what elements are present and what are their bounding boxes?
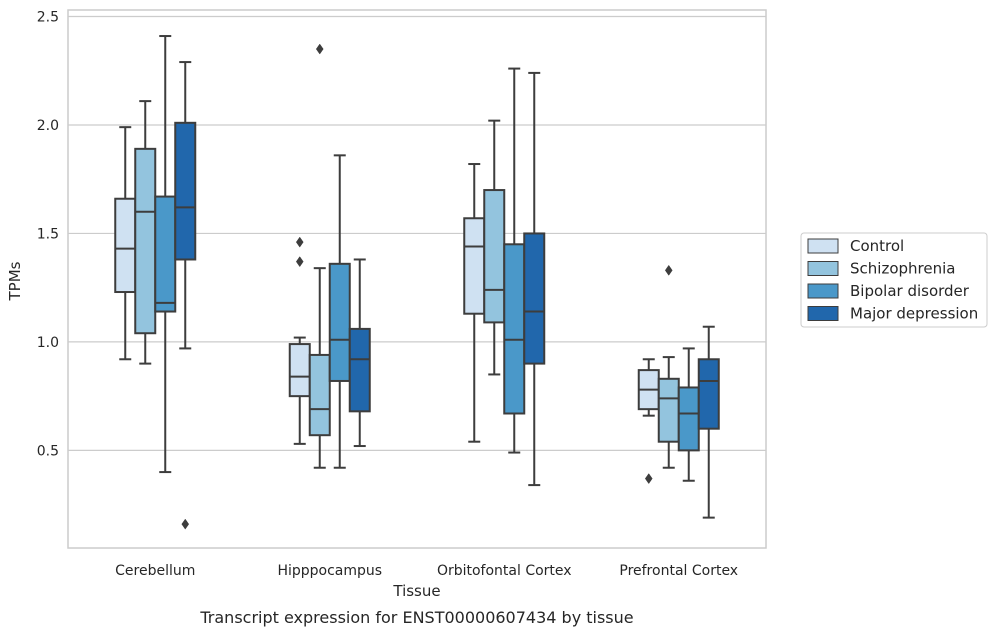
- box-body: [677, 386, 700, 452]
- box-body: [134, 147, 157, 335]
- legend-item: Control: [807, 237, 904, 255]
- x-tick-label: Hipppocampus: [277, 563, 382, 579]
- y-tick-label: 0.5: [37, 443, 59, 459]
- outlier-point: [664, 264, 673, 276]
- box: [503, 67, 526, 454]
- box-body: [523, 232, 546, 365]
- box: [348, 258, 371, 448]
- outlier-point: [315, 43, 324, 55]
- legend-swatch: [807, 283, 839, 299]
- box-body: [114, 197, 137, 294]
- box: [523, 71, 546, 487]
- series-control: [114, 126, 660, 485]
- box-body: [288, 343, 311, 398]
- box: [154, 35, 177, 474]
- legend-item: Bipolar disorder: [807, 282, 970, 300]
- box-body: [154, 195, 177, 313]
- box-body: [503, 243, 526, 415]
- x-axis-ticks: Cerebellum Hipppocampus Orbitofontal Corte…: [115, 563, 738, 579]
- box: [328, 154, 351, 469]
- box-body: [697, 358, 720, 430]
- box-body: [483, 189, 506, 324]
- box-body: [657, 377, 680, 443]
- box-body: [463, 217, 486, 315]
- box: [134, 100, 157, 365]
- y-tick-label: 1.0: [37, 335, 59, 351]
- box: [174, 61, 197, 530]
- box: [288, 236, 311, 445]
- legend-swatch: [807, 261, 839, 276]
- box-body: [328, 262, 351, 382]
- legend-swatch: [807, 306, 839, 321]
- x-tick-label: Cerebellum: [115, 563, 195, 579]
- box: [308, 43, 331, 469]
- y-axis-title: TPMs: [6, 261, 24, 301]
- box: [657, 264, 680, 469]
- box: [637, 358, 660, 485]
- outlier-point: [295, 256, 304, 268]
- legend-frame: [800, 232, 988, 328]
- x-axis-title: Tissue: [392, 582, 440, 600]
- box-body: [348, 327, 371, 413]
- y-tick-label: 1.5: [37, 226, 59, 242]
- legend-item: Schizophrenia: [807, 260, 955, 278]
- y-tick-label: 2.0: [37, 118, 59, 134]
- series-bipolar-disorder: [154, 35, 700, 482]
- box-series-layer: [114, 35, 720, 530]
- box: [114, 126, 137, 361]
- series-schizophrenia: [134, 43, 680, 469]
- outlier-point: [295, 236, 304, 248]
- legend: Control Schizophrenia Bipolar disorder Majo…: [800, 232, 988, 328]
- plot-area-frame: [67, 9, 767, 549]
- box: [483, 119, 506, 376]
- box: [697, 325, 720, 519]
- outlier-point: [644, 473, 653, 485]
- legend-item: Major depression: [807, 305, 978, 323]
- legend-label: Bipolar disorder: [850, 282, 970, 300]
- legend-label: Schizophrenia: [850, 260, 955, 278]
- outlier-point: [181, 518, 190, 530]
- x-tick-label: Orbitofontal Cortex: [437, 563, 572, 579]
- box: [677, 347, 700, 482]
- chart-caption: Transcript expression for ENST0000060743…: [199, 608, 633, 627]
- y-axis-ticks: 0.5 1.0 1.5 2.0 2.5: [37, 10, 59, 460]
- legend-swatch: [807, 238, 839, 254]
- legend-label: Major depression: [850, 305, 978, 323]
- x-tick-label: Prefrontal Cortex: [619, 563, 738, 579]
- legend-label: Control: [850, 237, 904, 255]
- box: [463, 163, 486, 443]
- y-tick-label: 2.5: [37, 10, 59, 26]
- box-body: [174, 121, 197, 261]
- box-body: [308, 353, 331, 437]
- series-major-depression: [174, 61, 720, 530]
